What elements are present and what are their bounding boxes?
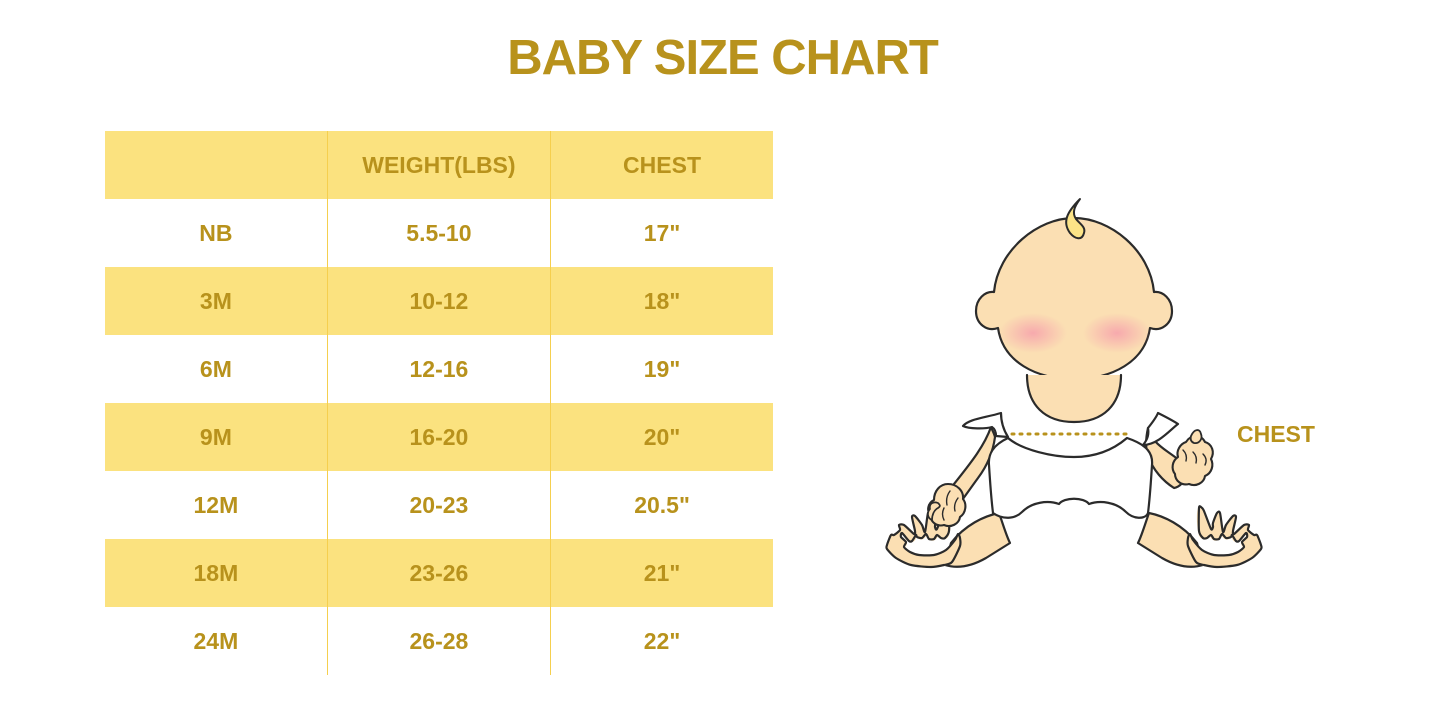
svg-text:CHEST: CHEST <box>1237 421 1315 447</box>
